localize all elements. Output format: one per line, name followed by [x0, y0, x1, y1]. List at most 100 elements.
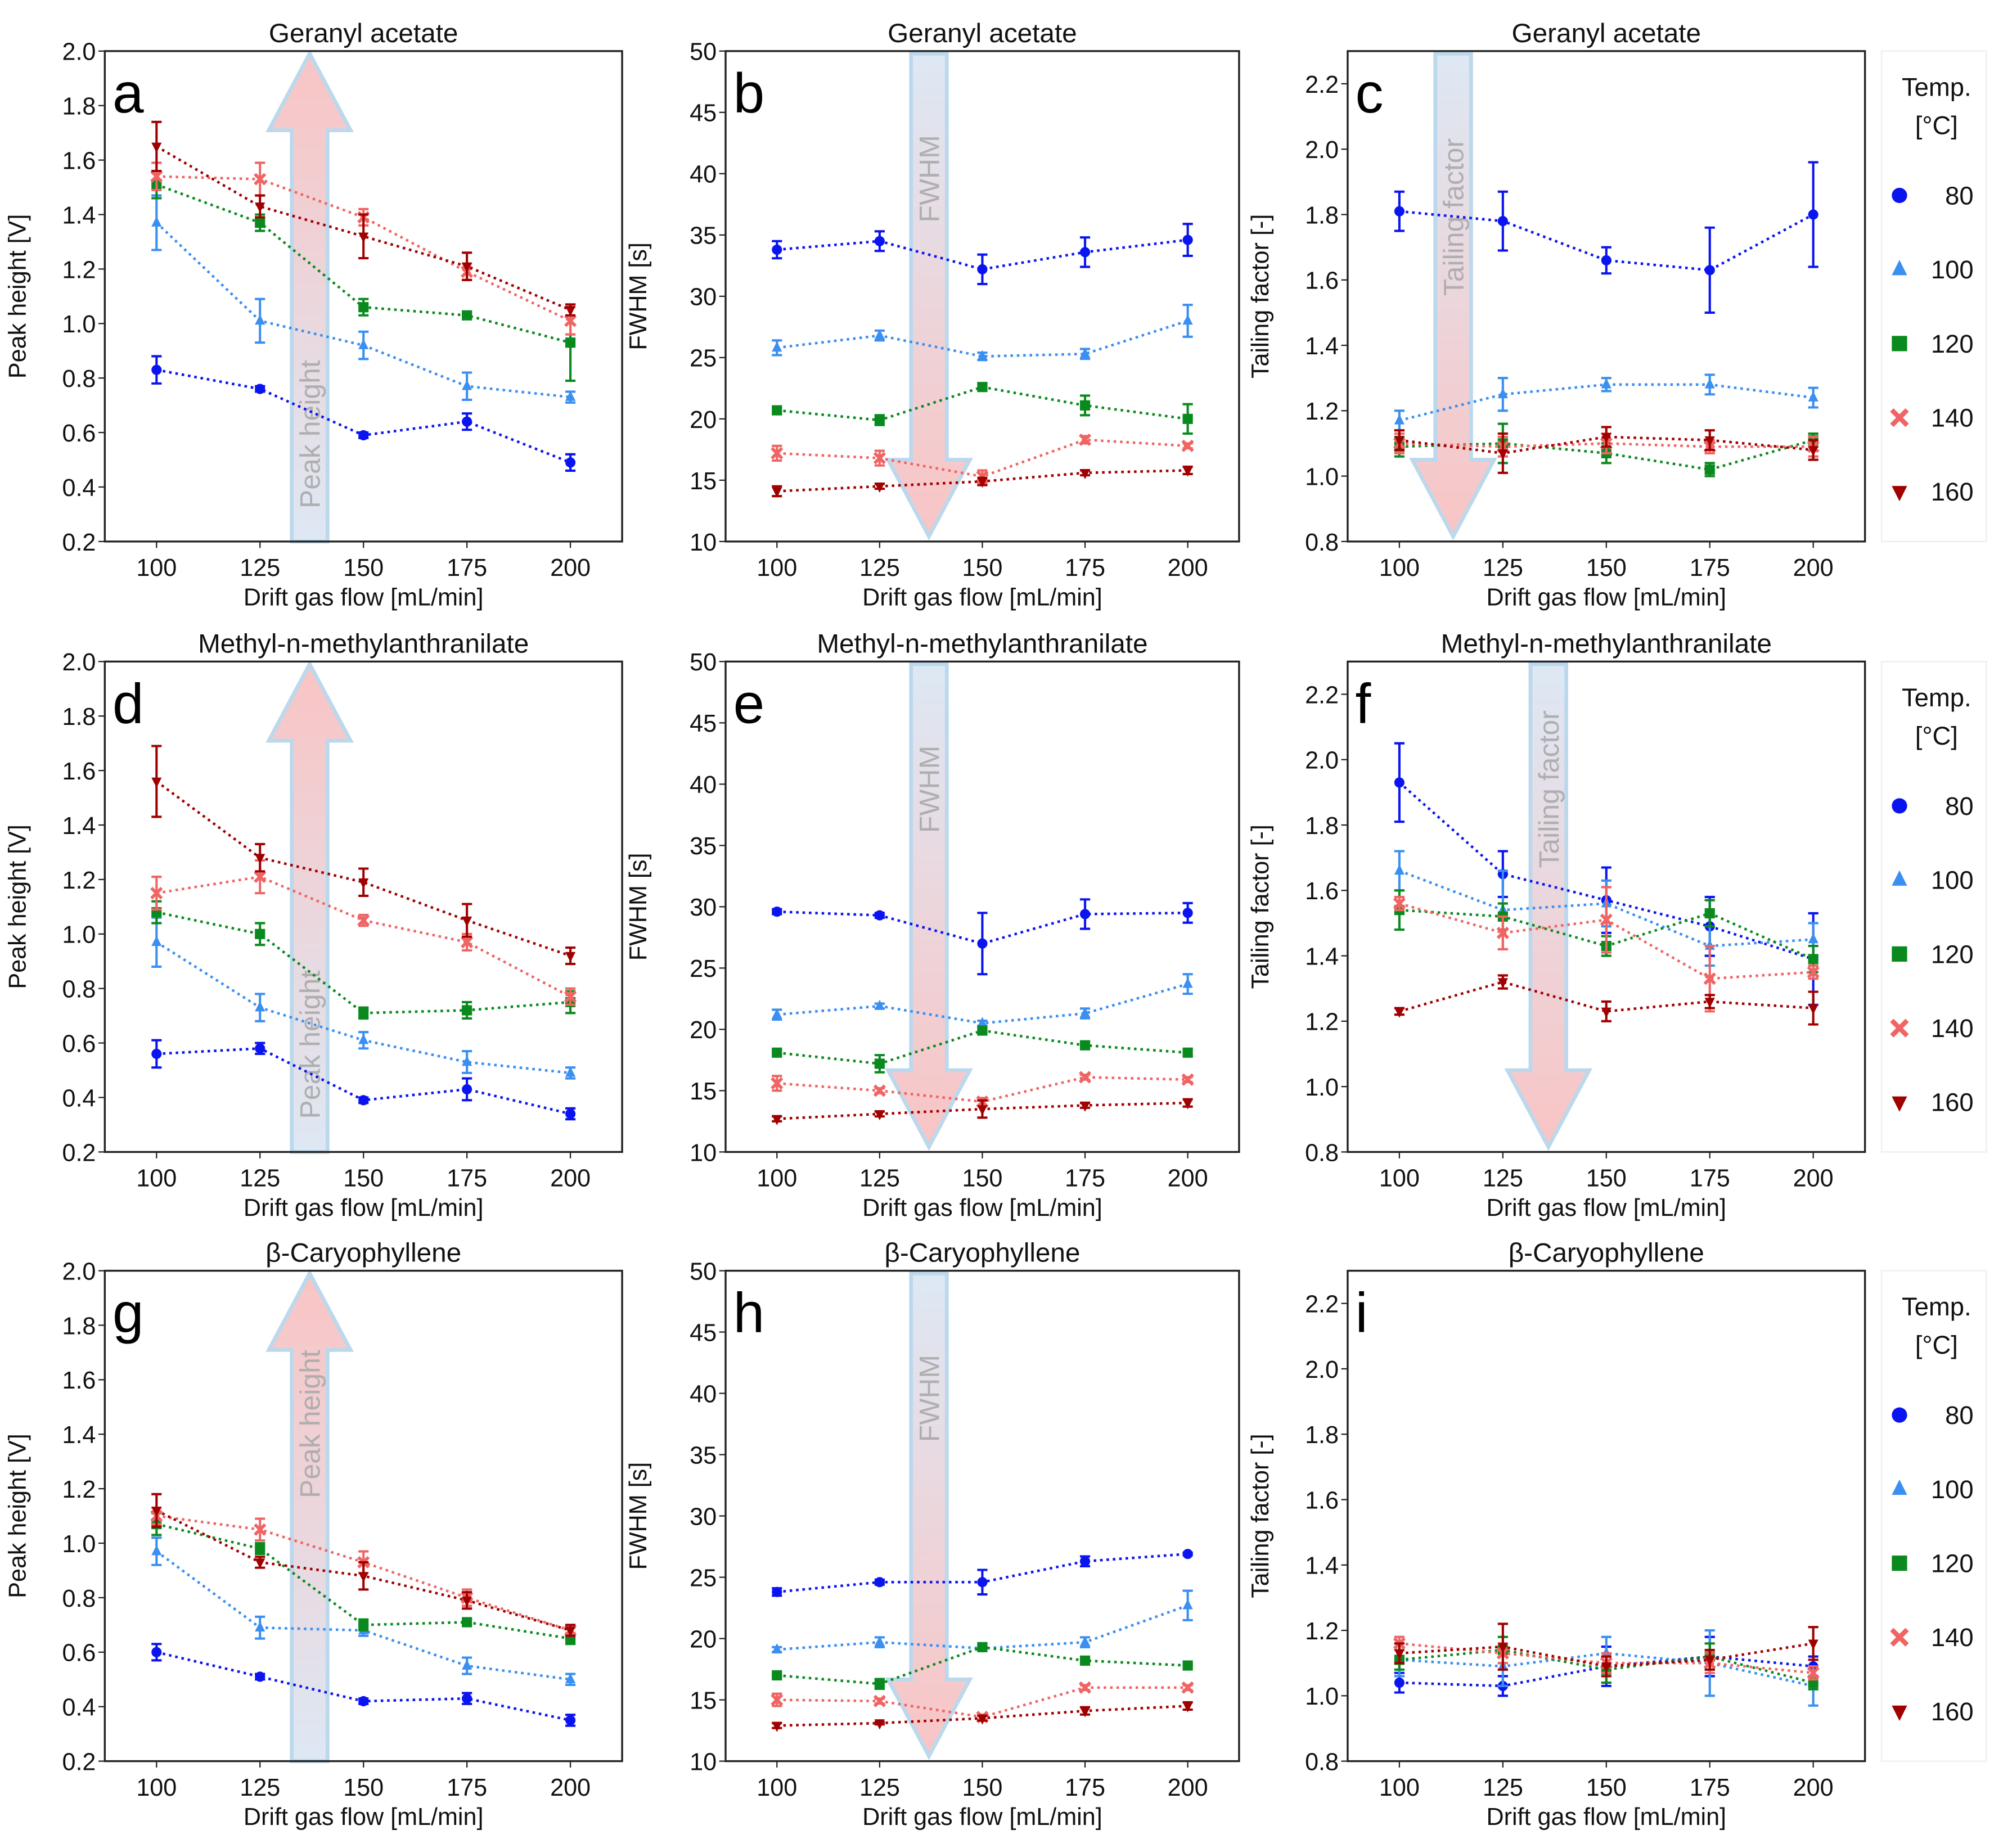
data-point	[1808, 446, 1819, 457]
series-line	[156, 1651, 571, 1722]
data-point	[1497, 978, 1508, 989]
legend-label: 160	[1931, 477, 1974, 506]
legend-marker-icon	[1892, 336, 1907, 351]
series-line	[1399, 1652, 1814, 1688]
x-tick-label: 200	[1168, 1165, 1208, 1192]
series-160	[151, 120, 576, 317]
data-point	[1808, 391, 1819, 402]
y-tick-label: 10	[690, 1748, 717, 1775]
y-tick-label: 1.0	[1305, 1074, 1339, 1101]
series-line	[1399, 1655, 1813, 1688]
data-point	[874, 1058, 885, 1069]
y-tick-label: 1.2	[62, 867, 96, 894]
series-140	[771, 433, 1194, 484]
data-point	[1182, 413, 1193, 424]
x-tick-label: 150	[962, 1165, 1002, 1192]
x-tick-label: 150	[1586, 1165, 1627, 1192]
data-point	[462, 380, 472, 390]
y-tick-label: 40	[690, 161, 717, 188]
y-tick-label: 2.0	[1305, 1356, 1339, 1383]
plot-frame	[103, 660, 623, 1153]
legend-item-80: 80	[1892, 181, 1974, 210]
data-point	[565, 390, 576, 401]
data-point	[772, 244, 782, 255]
y-tick-label: 1.4	[62, 813, 96, 840]
legend: Temp. [°C] 80 100 120 140 160	[1881, 1270, 1987, 1762]
series-80	[772, 223, 1193, 286]
trend-arrow-down	[885, 51, 973, 541]
data-point	[772, 487, 782, 498]
data-point	[1808, 954, 1819, 964]
legend-label: 100	[1931, 866, 1974, 895]
y-tick-label: 35	[690, 1442, 717, 1469]
data-point	[1182, 1702, 1193, 1712]
data-point	[1079, 1707, 1091, 1718]
data-point	[772, 1115, 782, 1125]
trend-annotation: Peak height	[295, 971, 326, 1119]
series-160	[772, 465, 1193, 498]
series-160	[772, 1701, 1193, 1732]
data-point	[358, 1572, 369, 1583]
series-line	[1399, 980, 1813, 1013]
x-tick-label: 100	[757, 1165, 797, 1192]
x-axis-label: Drift gas flow [mL/min]	[1486, 584, 1726, 611]
data-point	[1808, 933, 1819, 944]
y-tick-label: 10	[690, 529, 717, 556]
data-point	[1496, 926, 1509, 939]
x-tick-label: 175	[1690, 555, 1730, 582]
data-point	[564, 314, 577, 327]
y-tick-label: 0.8	[1305, 1139, 1339, 1166]
x-tick-label: 125	[1483, 555, 1523, 582]
legend-label: 100	[1931, 1475, 1974, 1504]
y-tick-label: 0.8	[1305, 1748, 1339, 1775]
x-axis-label: Drift gas flow [mL/min]	[244, 584, 484, 611]
data-point	[1601, 433, 1612, 444]
data-point	[1807, 966, 1820, 979]
y-tick-label: 15	[690, 1078, 717, 1105]
data-point	[874, 1679, 885, 1689]
y-tick-label: 0.8	[62, 1585, 96, 1612]
data-point	[1079, 1101, 1091, 1112]
series-120	[772, 1025, 1193, 1074]
data-point	[358, 1008, 369, 1018]
x-tick-label: 150	[962, 555, 1002, 582]
panel-letter: h	[733, 1282, 765, 1345]
y-tick-label: 1.6	[62, 1367, 96, 1394]
y-tick-label: 1.8	[1305, 202, 1339, 229]
plot-frame	[103, 50, 623, 543]
legend-marker-icon	[1892, 1555, 1907, 1571]
data-point	[255, 928, 265, 939]
data-point	[1704, 1656, 1715, 1666]
data-point	[772, 405, 782, 416]
x-tick-label: 200	[550, 1774, 591, 1801]
data-point	[977, 938, 988, 949]
x-tick-label: 125	[1483, 1774, 1523, 1801]
data-point	[358, 302, 369, 313]
y-tick-label: 1.4	[62, 1422, 96, 1449]
series-line	[1399, 442, 1813, 448]
y-tick-label: 0.8	[62, 976, 96, 1003]
series-line	[156, 145, 571, 312]
data-point	[255, 854, 265, 864]
data-point	[462, 1617, 472, 1628]
data-point	[1394, 414, 1405, 425]
legend-item-160: 160	[1892, 477, 1974, 506]
data-point	[977, 382, 988, 393]
data-point	[772, 1008, 782, 1019]
data-point	[462, 1596, 472, 1607]
data-point	[874, 999, 885, 1010]
panel-title: Methyl-n-methylanthranilate	[198, 629, 529, 659]
y-tick-label: 0.4	[62, 1694, 96, 1721]
data-point	[150, 887, 163, 900]
legend-label: 120	[1931, 940, 1974, 968]
data-point	[254, 173, 267, 186]
x-tick-label: 200	[550, 1165, 591, 1192]
y-tick-label: 1.2	[1305, 398, 1339, 425]
y-tick-label: 1.0	[62, 1531, 96, 1558]
data-point	[1703, 972, 1716, 985]
data-point	[151, 1507, 162, 1517]
panel-h: β-Caryophyllene FWHM h 10 15 20 25 30 35 40 45 50 10…	[625, 1238, 1240, 1831]
panel-letter: g	[112, 1282, 144, 1345]
